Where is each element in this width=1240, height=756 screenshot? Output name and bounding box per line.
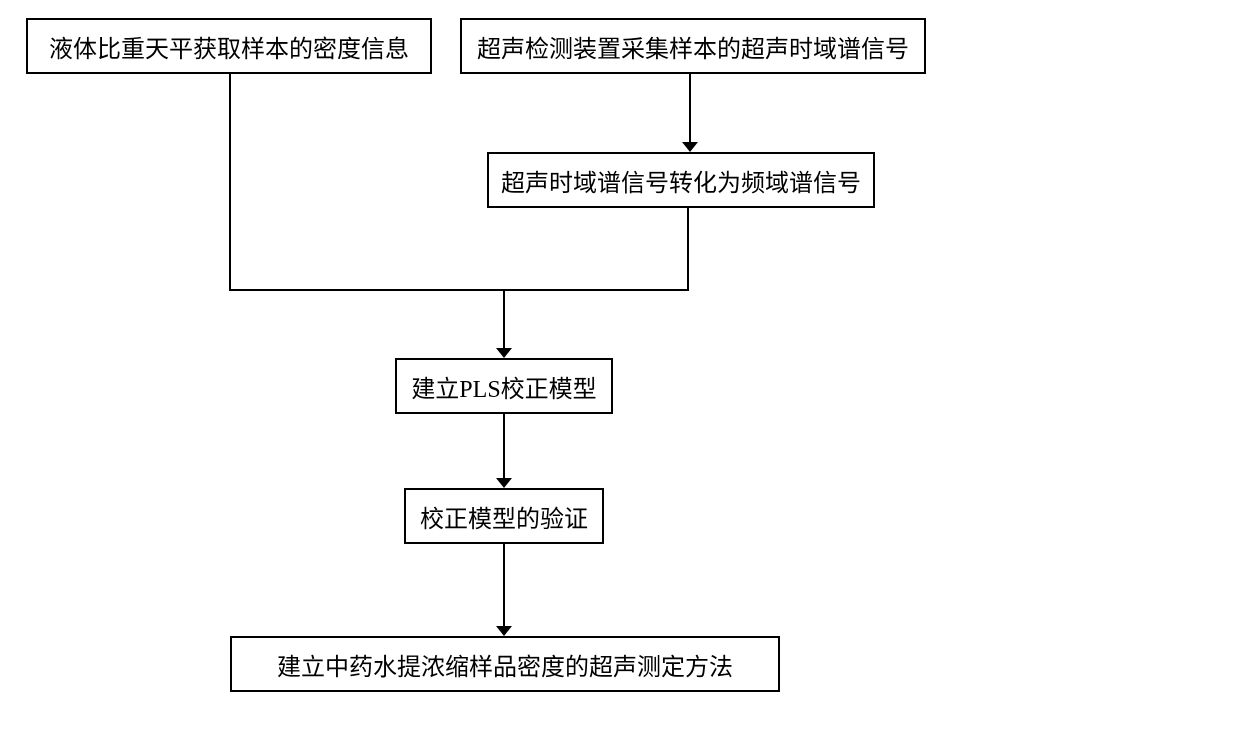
- node-label: 校正模型的验证: [420, 499, 588, 534]
- node-label: 建立中药水提浓缩样品密度的超声测定方法: [277, 647, 733, 682]
- node-pls-model: 建立PLS校正模型: [395, 358, 613, 414]
- node-freq-domain-convert: 超声时域谱信号转化为频域谱信号: [487, 152, 875, 208]
- node-label: 超声检测装置采集样本的超声时域谱信号: [477, 29, 909, 64]
- node-density-balance: 液体比重天平获取样本的密度信息: [26, 18, 432, 74]
- flowchart-canvas: 液体比重天平获取样本的密度信息 超声检测装置采集样本的超声时域谱信号 超声时域谱…: [0, 0, 1240, 756]
- node-label: 液体比重天平获取样本的密度信息: [49, 29, 409, 64]
- node-label: 建立PLS校正模型: [411, 369, 596, 404]
- node-ultrasonic-time-domain: 超声检测装置采集样本的超声时域谱信号: [460, 18, 926, 74]
- node-ultrasonic-density-method: 建立中药水提浓缩样品密度的超声测定方法: [230, 636, 780, 692]
- node-label: 超声时域谱信号转化为频域谱信号: [501, 163, 861, 198]
- node-model-validate: 校正模型的验证: [404, 488, 604, 544]
